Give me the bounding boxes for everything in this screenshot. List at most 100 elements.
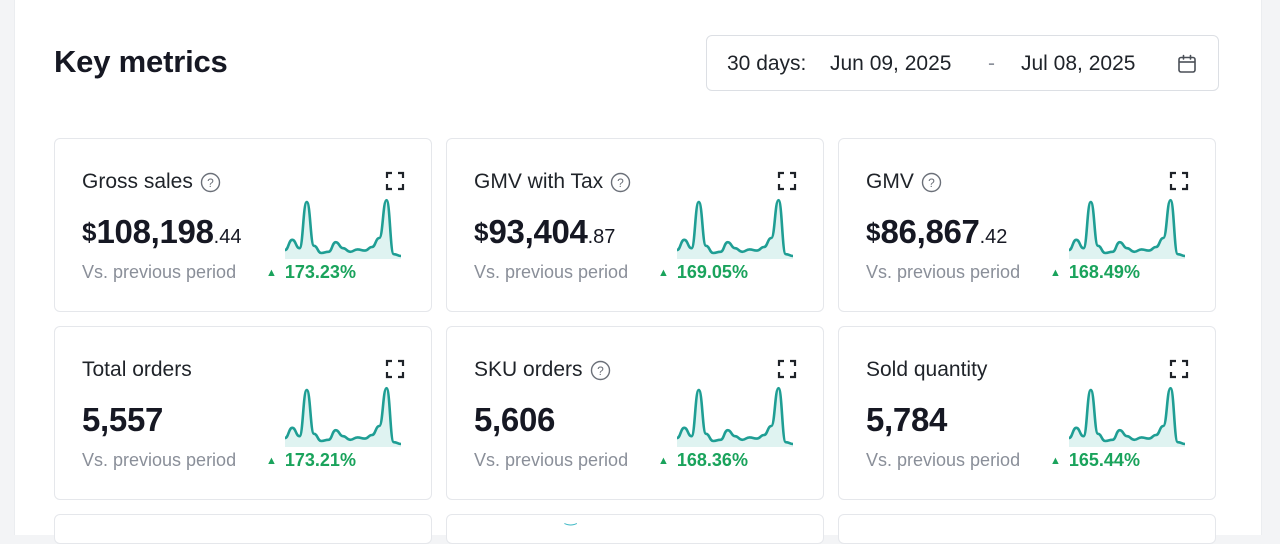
metric-title-label: GMV with Tax (474, 170, 604, 193)
help-circle-icon[interactable]: ? (610, 172, 631, 193)
help-circle-icon[interactable]: ? (590, 360, 611, 381)
key-metrics-panel: Key metrics 30 days: Jun 09, 2025 - Jul … (14, 0, 1262, 544)
metric-value-main: 86,867 (880, 213, 980, 250)
metric-title-label: Total orders (82, 358, 192, 381)
change-value: 169.05% (676, 262, 748, 282)
metric-value: $93,404.87 (474, 213, 615, 251)
date-range-separator: - (988, 52, 995, 75)
metric-value-decimals: .42 (979, 226, 1008, 248)
sparkline-area (1069, 388, 1185, 447)
metric-title-label: GMV (866, 170, 914, 193)
metric-card[interactable]: SKU orders? 5,606 Vs. previous period ▲ 168.… (446, 326, 824, 500)
change-indicator: ▲ 169.05% (658, 262, 748, 283)
metric-card-partial[interactable] (54, 514, 432, 544)
compare-label: Vs. previous period (82, 262, 237, 282)
date-range-picker[interactable]: 30 days: Jun 09, 2025 - Jul 08, 2025 (706, 35, 1219, 91)
metric-value-main: 108,198 (96, 213, 214, 250)
triangle-up-icon: ▲ (658, 267, 669, 279)
expand-icon[interactable] (385, 359, 405, 379)
metric-title: GMV? (866, 170, 942, 194)
metric-card[interactable]: GMV? $86,867.42 Vs. previous period ▲ 168.49… (838, 138, 1216, 312)
change-value: 173.23% (284, 262, 356, 282)
metric-currency: $ (474, 217, 489, 247)
calendar-icon[interactable] (1176, 53, 1198, 75)
expand-icon[interactable] (777, 171, 797, 191)
sparkline-chart (285, 198, 401, 259)
metric-card[interactable]: GMV with Tax? $93,404.87 Vs. previous peri… (446, 138, 824, 312)
page-title: Key metrics (54, 44, 228, 79)
help-circle-icon[interactable]: ? (921, 172, 942, 193)
sparkline-area (1069, 200, 1185, 259)
metric-card[interactable]: Sold quantity 5,784 Vs. previous period ▲ 16… (838, 326, 1216, 500)
metric-title: Sold quantity (866, 358, 987, 382)
compare-label: Vs. previous period (474, 262, 629, 282)
help-circle-icon[interactable]: ? (200, 172, 221, 193)
change-value: 168.49% (1068, 262, 1140, 282)
sparkline-chart (677, 198, 793, 259)
triangle-up-icon: ▲ (658, 455, 669, 467)
metric-value: 5,784 (866, 401, 947, 439)
compare-label: Vs. previous period (82, 450, 237, 470)
triangle-up-icon: ▲ (266, 267, 277, 279)
svg-text:?: ? (617, 176, 624, 190)
metric-title: SKU orders? (474, 358, 611, 382)
sparkline-line (285, 386, 401, 446)
sparkline-area (677, 388, 793, 447)
change-value: 173.21% (284, 450, 356, 470)
triangle-up-icon: ▲ (1050, 267, 1061, 279)
compare-label: Vs. previous period (474, 450, 629, 470)
panel-header: Key metrics 30 days: Jun 09, 2025 - Jul … (15, 0, 1261, 100)
sparkline-line (677, 198, 793, 258)
change-indicator: ▲ 173.21% (266, 450, 356, 471)
metric-card-partial[interactable]: ‿ (446, 509, 824, 544)
sparkline-area (677, 200, 793, 259)
metric-value-decimals: .87 (587, 226, 616, 248)
expand-icon[interactable] (1169, 359, 1189, 379)
metric-value: 5,557 (82, 401, 163, 439)
sparkline-chart (677, 386, 793, 447)
triangle-up-icon: ▲ (266, 455, 277, 467)
date-range-end[interactable]: Jul 08, 2025 (1021, 52, 1136, 75)
metric-title: Gross sales? (82, 170, 221, 194)
metric-title-label: Sold quantity (866, 358, 988, 381)
metric-value: $86,867.42 (866, 213, 1007, 251)
metric-value: 5,606 (474, 401, 555, 439)
expand-icon[interactable] (1169, 171, 1189, 191)
metric-title: Total orders (82, 358, 192, 382)
sparkline-line (285, 198, 401, 258)
metric-card[interactable]: Gross sales? $108,198.44 Vs. previous peri… (54, 138, 432, 312)
metric-value-main: 93,404 (488, 213, 588, 250)
compare-label: Vs. previous period (866, 450, 1021, 470)
metric-value-main: 5,784 (866, 401, 948, 438)
metric-title: GMV with Tax? (474, 170, 631, 194)
metric-title-label: Gross sales (82, 170, 193, 193)
sparkline-chart (285, 386, 401, 447)
date-range-start[interactable]: Jun 09, 2025 (830, 52, 952, 75)
svg-text:?: ? (597, 364, 604, 378)
sparkline-line (1069, 198, 1185, 258)
metric-value-decimals: .44 (213, 226, 242, 248)
metric-card[interactable]: Total orders 5,557 Vs. previous period ▲ 173… (54, 326, 432, 500)
sparkline-area (285, 200, 401, 259)
metric-currency: $ (82, 217, 97, 247)
change-value: 165.44% (1068, 450, 1140, 470)
expand-icon[interactable] (385, 171, 405, 191)
change-indicator: ▲ 168.49% (1050, 262, 1140, 283)
sparkline-line (1069, 386, 1185, 446)
date-range-prefix: 30 days: (727, 52, 807, 75)
metric-value: $108,198.44 (82, 213, 241, 251)
compare-label: Vs. previous period (866, 262, 1021, 282)
sparkline-chart (1069, 198, 1185, 259)
expand-icon[interactable] (777, 359, 797, 379)
change-indicator: ▲ 173.23% (266, 262, 356, 283)
metric-value-main: 5,557 (82, 401, 164, 438)
sparkline-chart (1069, 386, 1185, 447)
svg-text:?: ? (207, 176, 214, 190)
metric-title-label: SKU orders (474, 358, 583, 381)
metric-value-main: 5,606 (474, 401, 556, 438)
sparkline-line (677, 386, 793, 446)
metric-currency: $ (866, 217, 881, 247)
metric-card-partial[interactable] (838, 514, 1216, 544)
change-indicator: ▲ 168.36% (658, 450, 748, 471)
sparkline-area (285, 388, 401, 447)
